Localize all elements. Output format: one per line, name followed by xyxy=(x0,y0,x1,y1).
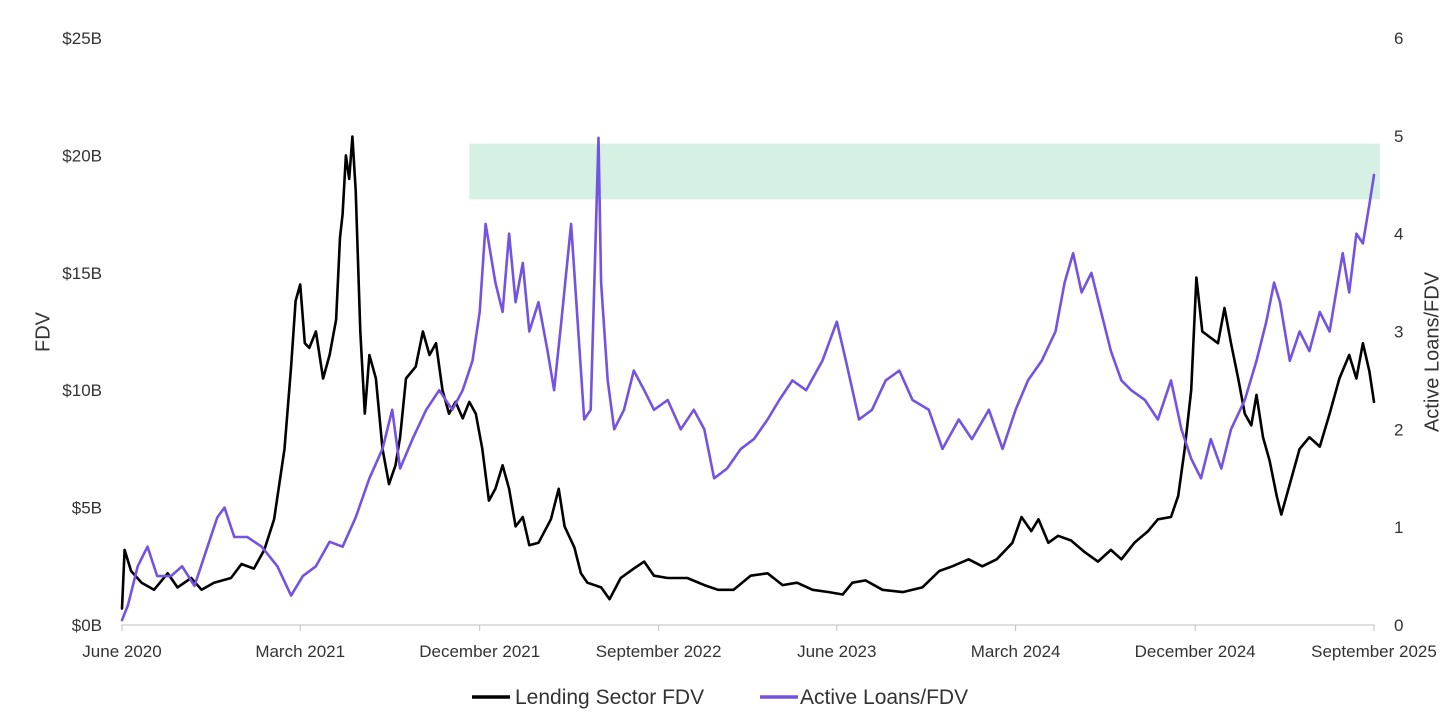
x-tick-label: September 2022 xyxy=(596,642,722,661)
left-tick-label: $5B xyxy=(72,499,102,518)
series-line-lending-sector-fdv xyxy=(120,135,1376,610)
x-tick-label: June 2023 xyxy=(797,642,876,661)
x-tick-label: December 2021 xyxy=(419,642,540,661)
x-tick-label: June 2020 xyxy=(82,642,161,661)
x-tick-label: March 2024 xyxy=(971,642,1061,661)
right-tick-label: 4 xyxy=(1394,225,1403,244)
left-axis-title: FDV xyxy=(32,311,54,352)
right-tick-label: 0 xyxy=(1394,616,1403,635)
series-line-active-loans-fdv xyxy=(120,136,1376,622)
right-tick-label: 5 xyxy=(1394,127,1403,146)
left-tick-label: $20B xyxy=(62,146,102,165)
right-tick-label: 6 xyxy=(1394,29,1403,48)
legend-label-lending-sector-fdv: Lending Sector FDV xyxy=(515,686,704,709)
legend-label-active-loans-fdv: Active Loans/FDV xyxy=(800,686,968,709)
left-tick-label: $25B xyxy=(62,29,102,48)
legend: Lending Sector FDV Active Loans/FDV xyxy=(472,686,968,709)
right-axis-title: Active Loans/FDV xyxy=(1421,271,1443,432)
left-tick-label: $15B xyxy=(62,264,102,283)
x-tick-label: September 2025 xyxy=(1311,642,1437,661)
right-tick-label: 3 xyxy=(1394,323,1403,342)
right-tick-label: 1 xyxy=(1394,518,1403,537)
highlight-band xyxy=(469,143,1380,200)
x-tick-label: March 2021 xyxy=(255,642,345,661)
x-tick-label: December 2024 xyxy=(1135,642,1256,661)
left-tick-label: $10B xyxy=(62,381,102,400)
left-tick-label: $0B xyxy=(72,616,102,635)
right-tick-label: 2 xyxy=(1394,420,1403,439)
